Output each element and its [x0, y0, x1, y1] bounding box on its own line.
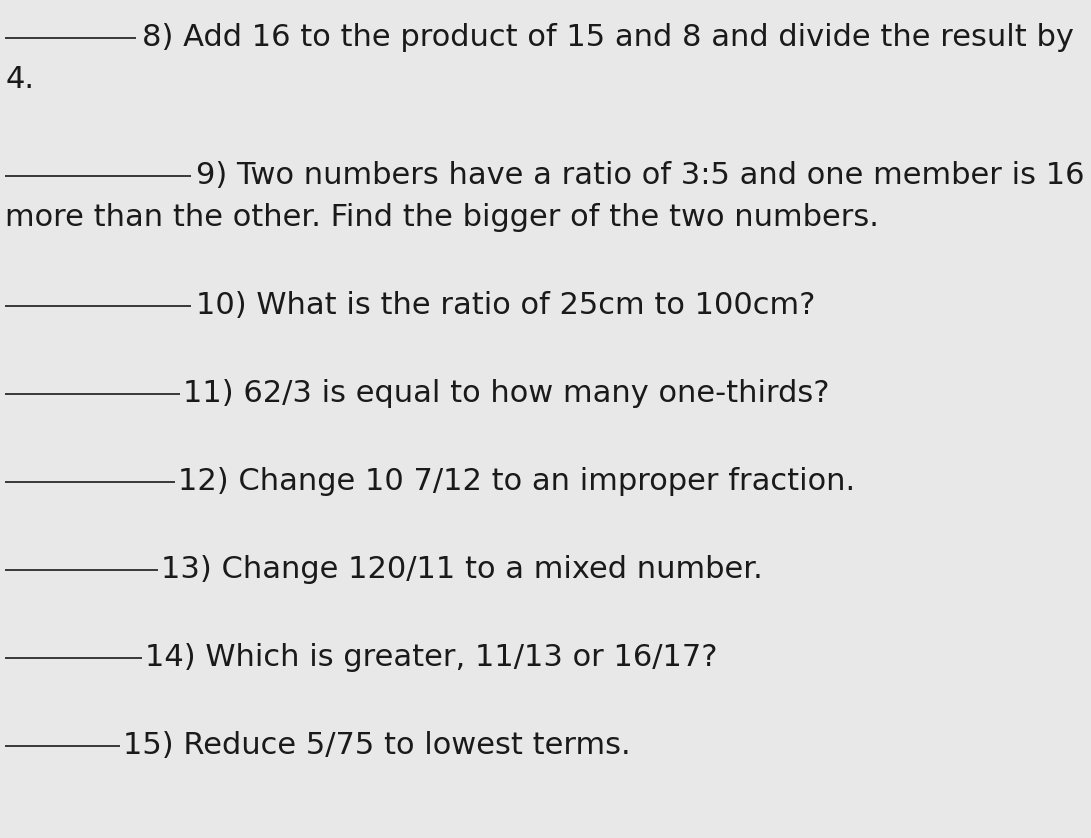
Text: 9) Two numbers have a ratio of 3:5 and one member is 16: 9) Two numbers have a ratio of 3:5 and o… — [196, 162, 1084, 190]
Text: 13) Change 120/11 to a mixed number.: 13) Change 120/11 to a mixed number. — [161, 556, 764, 584]
Text: 14) Which is greater, 11/13 or 16/17?: 14) Which is greater, 11/13 or 16/17? — [145, 644, 718, 672]
Text: 8) Add 16 to the product of 15 and 8 and divide the result by: 8) Add 16 to the product of 15 and 8 and… — [142, 23, 1074, 52]
Text: 11) 62/3 is equal to how many one-thirds?: 11) 62/3 is equal to how many one-thirds… — [183, 380, 830, 408]
Text: more than the other. Find the bigger of the two numbers.: more than the other. Find the bigger of … — [5, 204, 879, 232]
Text: 10) What is the ratio of 25cm to 100cm?: 10) What is the ratio of 25cm to 100cm? — [196, 292, 816, 320]
Text: 4.: 4. — [5, 65, 35, 94]
Text: 15) Reduce 5/75 to lowest terms.: 15) Reduce 5/75 to lowest terms. — [123, 732, 631, 760]
Text: 12) Change 10 7/12 to an improper fraction.: 12) Change 10 7/12 to an improper fracti… — [178, 468, 855, 496]
